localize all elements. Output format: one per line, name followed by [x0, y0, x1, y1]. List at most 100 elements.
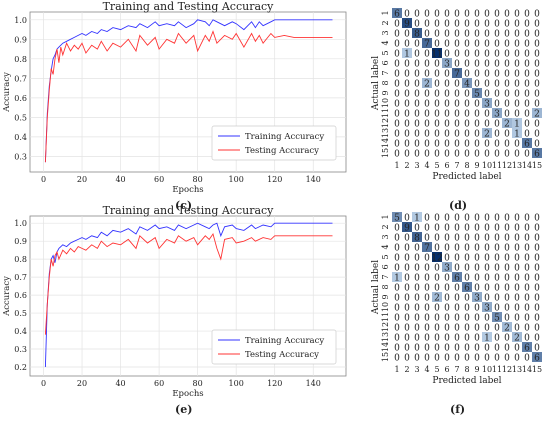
- cell-value: 0: [454, 99, 460, 109]
- cell-value: 0: [534, 223, 540, 233]
- matrix-cell: [452, 88, 462, 98]
- x-tick-label: 140: [306, 175, 321, 184]
- cell-value: 0: [414, 323, 420, 333]
- cell-value: 0: [494, 323, 500, 333]
- matrix-cell: [442, 18, 452, 28]
- cell-value: 0: [434, 19, 440, 29]
- matrix-cell: [482, 332, 492, 342]
- matrix-cell: [512, 252, 522, 262]
- cell-value: 0: [424, 333, 430, 343]
- cell-value: 0: [484, 29, 490, 39]
- matrix-cell: [522, 28, 532, 38]
- matrix-cell: [482, 28, 492, 38]
- cell-value: 0: [444, 323, 450, 333]
- cell-value: 0: [504, 139, 510, 149]
- matrix-cell: [462, 232, 472, 242]
- cell-value: 0: [464, 29, 470, 39]
- cell-value: 4: [464, 79, 470, 89]
- matrix-cell: [392, 322, 402, 332]
- cell-value: 9: [404, 223, 410, 233]
- cell-value: 0: [444, 293, 450, 303]
- cell-value: 0: [444, 19, 450, 29]
- matrix-cell: [502, 108, 512, 118]
- matrix-cell: [432, 212, 442, 222]
- cell-value: 0: [414, 49, 420, 59]
- matrix-cell: [452, 252, 462, 262]
- matrix-cell: [422, 48, 432, 58]
- cell-value: 0: [414, 313, 420, 323]
- cell-value: 0: [534, 243, 540, 253]
- legend-box: [211, 125, 337, 161]
- panel-label-e: (e): [175, 403, 193, 416]
- panel-label-d: (d): [449, 199, 468, 212]
- matrix-cell: [462, 78, 472, 88]
- y-axis-label: Actual label: [371, 56, 381, 111]
- matrix-cell: [462, 108, 472, 118]
- matrix-cell: [442, 222, 452, 232]
- matrix-cell: [422, 78, 432, 88]
- cell-value: 0: [404, 243, 410, 253]
- matrix-cell: [532, 272, 542, 282]
- cell-value: 0: [394, 283, 400, 293]
- cell-value: 0: [494, 129, 500, 139]
- cell-value: 0: [484, 89, 490, 99]
- cell-value: 0: [494, 29, 500, 39]
- cell-value: 0: [444, 119, 450, 129]
- cell-value: 0: [504, 89, 510, 99]
- cell-value: 0: [454, 293, 460, 303]
- cell-value: 0: [504, 273, 510, 283]
- matrix-cell: [442, 282, 452, 292]
- y-tick-label: 0.7: [14, 273, 27, 282]
- matrix-cell: [392, 18, 402, 28]
- cell-value: 0: [404, 283, 410, 293]
- y-tick-label: 3: [381, 30, 390, 35]
- x-tick-label: 8: [464, 161, 469, 170]
- cell-value: 0: [434, 263, 440, 273]
- cell-value: 0: [444, 69, 450, 79]
- matrix-cell: [452, 78, 462, 88]
- cell-value: 0: [484, 273, 490, 283]
- cell-value: 0: [394, 323, 400, 333]
- cell-value: 0: [404, 109, 410, 119]
- x-tick-label: 13: [512, 365, 522, 374]
- matrix-cell: [532, 292, 542, 302]
- matrix-cell: [532, 212, 542, 222]
- cell-value: 0: [464, 149, 470, 159]
- matrix-cell: [532, 282, 542, 292]
- cell-value: 0: [484, 59, 490, 69]
- cell-value: 0: [484, 353, 490, 363]
- matrix-cell: [452, 138, 462, 148]
- cell-value: 0: [434, 283, 440, 293]
- cell-value: 0: [504, 223, 510, 233]
- matrix-cell: [462, 282, 472, 292]
- y-tick-label: 13: [381, 128, 390, 138]
- cell-value: 0: [444, 109, 450, 119]
- cell-value: 0: [514, 139, 520, 149]
- cell-value: 0: [534, 233, 540, 243]
- matrix-cell: [502, 252, 512, 262]
- matrix-cell: [392, 352, 402, 362]
- y-tick-label: 4: [381, 40, 390, 45]
- matrix-cell: [442, 148, 452, 158]
- cell-value: 0: [414, 69, 420, 79]
- cell-value: 0: [394, 69, 400, 79]
- matrix-cell: [532, 98, 542, 108]
- cell-value: 5: [394, 213, 400, 223]
- matrix-cell: [402, 118, 412, 128]
- cell-value: 0: [394, 89, 400, 99]
- matrix-cell: [462, 48, 472, 58]
- matrix-cell: [402, 28, 412, 38]
- matrix-cell: [402, 98, 412, 108]
- cell-value: 0: [404, 139, 410, 149]
- cell-value: 0: [494, 343, 500, 353]
- matrix-cell: [512, 322, 522, 332]
- matrix-cell: [452, 128, 462, 138]
- cell-value: 0: [484, 69, 490, 79]
- cell-value: 6: [464, 283, 470, 293]
- cell-value: 0: [524, 109, 530, 119]
- cell-value: 0: [494, 79, 500, 89]
- x-tick-label: 10: [482, 161, 492, 170]
- matrix-cell: [452, 212, 462, 222]
- cell-value: 0: [404, 9, 410, 19]
- x-tick-label: 20: [77, 175, 87, 184]
